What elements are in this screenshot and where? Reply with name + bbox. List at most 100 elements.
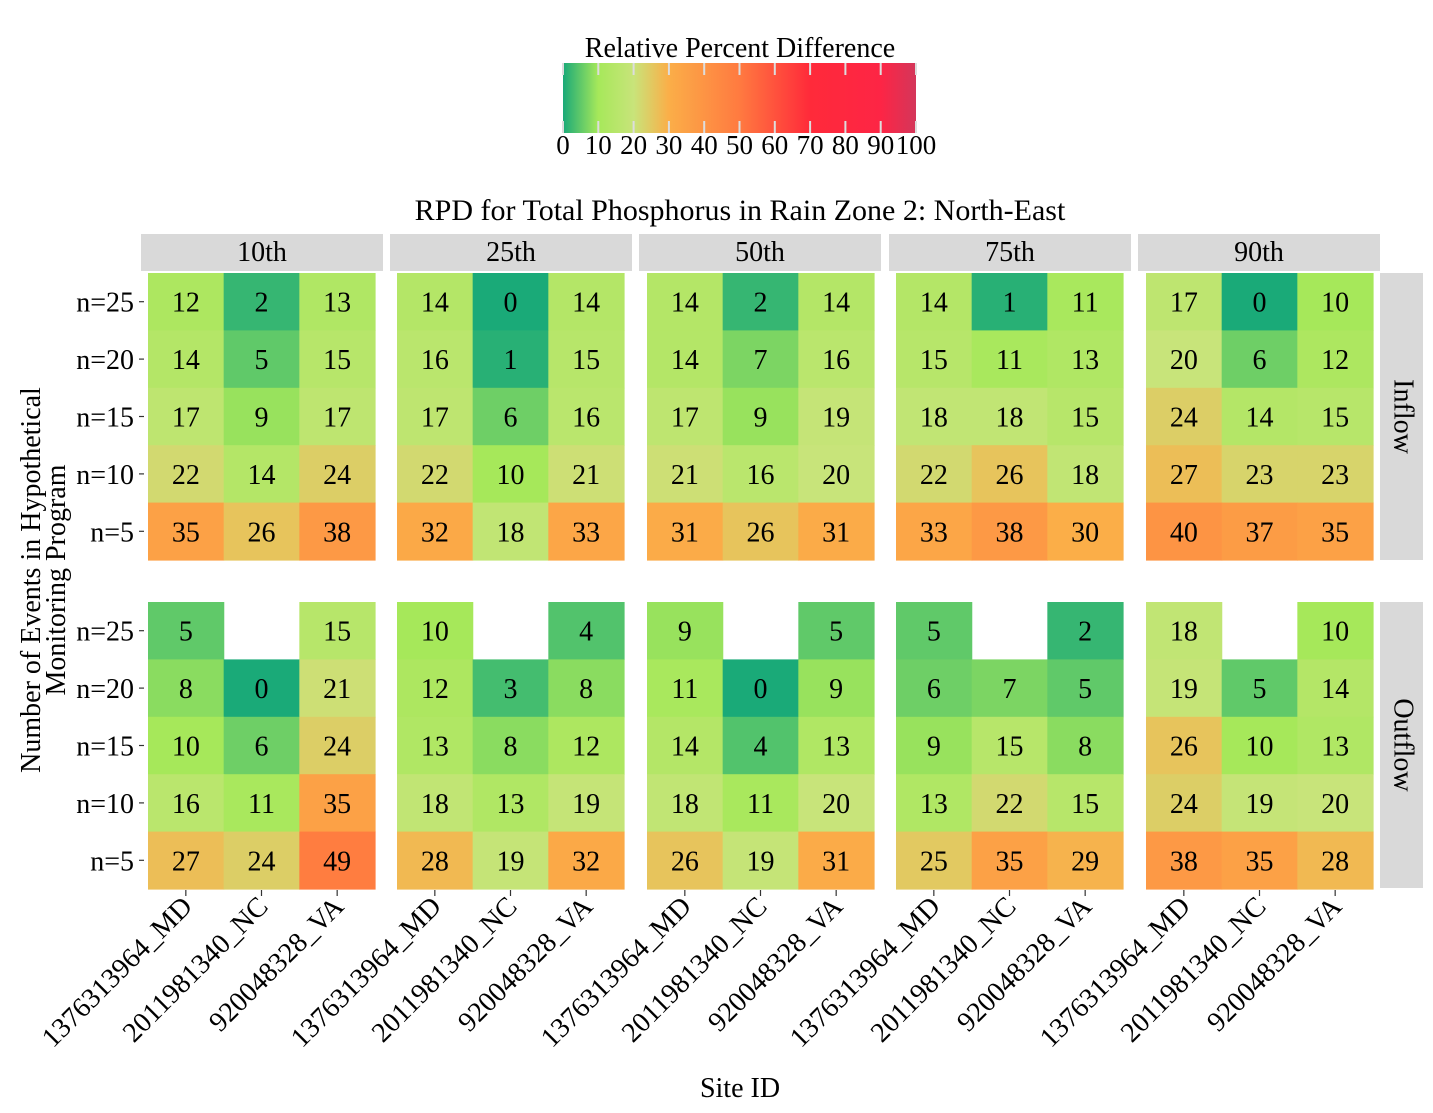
heatmap-cell — [148, 445, 225, 504]
legend-tick-label: 30 — [655, 130, 682, 160]
y-tick-label: n=10 — [76, 460, 134, 491]
cell-value-label: 19 — [747, 846, 775, 877]
heatmap-cell — [1146, 659, 1223, 718]
heatmap-cell — [472, 774, 549, 833]
cell-value-label: 32 — [572, 846, 600, 877]
x-tick-label: 920048328_VA — [1201, 890, 1349, 1038]
heatmap-cell — [548, 831, 625, 890]
cell-value-label: 33 — [572, 517, 600, 548]
heatmap-cell — [1297, 716, 1374, 775]
cell-value-label: 11 — [996, 345, 1023, 376]
heatmap-cell — [299, 445, 376, 504]
cell-value-label: 6 — [1253, 345, 1267, 376]
cell-value-label: 18 — [1170, 617, 1198, 648]
cell-value-label: 0 — [504, 288, 518, 319]
cell-value-label: 26 — [996, 460, 1024, 491]
cell-value-label: 13 — [1321, 732, 1349, 763]
cell-value-label: 35 — [1246, 846, 1274, 877]
heatmap-cell — [299, 659, 376, 718]
facet-strip-label: 90th — [1234, 237, 1284, 268]
cell-value-label: 22 — [996, 789, 1024, 820]
heatmap-cell — [223, 445, 300, 504]
cell-value-label: 19 — [572, 789, 600, 820]
heatmap-cell — [1297, 445, 1374, 504]
heatmap-cell — [148, 774, 225, 833]
heatmap-cell — [548, 387, 625, 446]
heatmap-cell — [299, 774, 376, 833]
heatmap-cell — [896, 445, 973, 504]
cell-value-label: 8 — [1078, 732, 1092, 763]
heatmap-cell — [971, 273, 1048, 331]
heatmap-cell — [1146, 273, 1223, 331]
heatmap-cell — [647, 659, 724, 718]
cell-value-label: 5 — [179, 617, 193, 648]
heatmap-cell — [472, 831, 549, 890]
heatmap-cell — [647, 502, 724, 561]
cell-value-label: 15 — [572, 345, 600, 376]
cell-value-label: 2 — [1078, 617, 1092, 648]
heatmap-cell — [299, 831, 376, 890]
heatmap-cell — [148, 602, 225, 660]
cell-value-label: 32 — [421, 517, 449, 548]
legend-tick-label: 50 — [726, 130, 753, 160]
cell-value-label: 18 — [671, 789, 699, 820]
y-tick-label: n=5 — [90, 517, 134, 548]
heatmap-cell — [299, 602, 376, 660]
cell-value-label: 31 — [822, 517, 850, 548]
cell-value-label: 13 — [323, 288, 351, 319]
cell-value-label: 17 — [1170, 288, 1198, 319]
cell-value-label: 10 — [1246, 732, 1274, 763]
cell-value-label: 14 — [671, 288, 699, 319]
cell-value-label: 24 — [323, 460, 351, 491]
y-tick-label: n=20 — [76, 345, 134, 376]
heatmap-cell — [722, 502, 799, 561]
heatmap-cell — [1221, 659, 1298, 718]
heatmap-cell — [1221, 387, 1298, 446]
cell-value-label: 17 — [421, 403, 449, 434]
cell-value-label: 29 — [1071, 846, 1099, 877]
facet-strip-outflow — [1380, 602, 1423, 888]
legend-tick-label: 80 — [832, 130, 859, 160]
heatmap-cell — [548, 502, 625, 561]
heatmap-cell — [1047, 502, 1124, 561]
heatmap-cell — [896, 387, 973, 446]
heatmap-cell — [798, 445, 875, 504]
cell-value-label: 14 — [421, 288, 449, 319]
facet-strip-label: 75th — [985, 237, 1035, 268]
cell-value-label: 15 — [1071, 403, 1099, 434]
heatmap-cell — [472, 659, 549, 718]
heatmap-cell — [647, 774, 724, 833]
heatmap-cell — [1221, 273, 1298, 331]
cell-value-label: 19 — [497, 846, 525, 877]
heatmap-cell — [1221, 330, 1298, 389]
cell-value-label: 15 — [1071, 789, 1099, 820]
legend-tick-label: 70 — [797, 130, 824, 160]
cell-value-label: 12 — [172, 288, 200, 319]
cell-value-label: 16 — [747, 460, 775, 491]
cell-value-label: 27 — [172, 846, 200, 877]
heatmap-cell — [223, 502, 300, 561]
heatmap-cell — [1047, 602, 1124, 660]
y-tick-label: n=15 — [76, 403, 134, 434]
cell-value-label: 15 — [1321, 403, 1349, 434]
cell-value-label: 28 — [421, 846, 449, 877]
cell-value-label: 25 — [920, 846, 948, 877]
heatmap-cell — [299, 502, 376, 561]
cell-value-label: 8 — [179, 674, 193, 705]
cell-value-label: 4 — [754, 732, 768, 763]
cell-value-label: 10 — [497, 460, 525, 491]
y-tick-label: n=20 — [76, 674, 134, 705]
cell-value-label: 1 — [504, 345, 518, 376]
heatmap-cell — [1047, 387, 1124, 446]
cell-value-label: 4 — [579, 617, 593, 648]
heatmap-cell — [148, 387, 225, 446]
cell-value-label: 40 — [1170, 517, 1198, 548]
cell-value-label: 23 — [1246, 460, 1274, 491]
facet-strip-50th — [639, 234, 881, 271]
cell-value-label: 14 — [671, 732, 699, 763]
heatmap-cell — [896, 273, 973, 331]
cell-value-label: 5 — [927, 617, 941, 648]
legend-tick-label: 90 — [867, 130, 894, 160]
cell-value-label: 14 — [671, 345, 699, 376]
heatmap-cell — [722, 831, 799, 890]
